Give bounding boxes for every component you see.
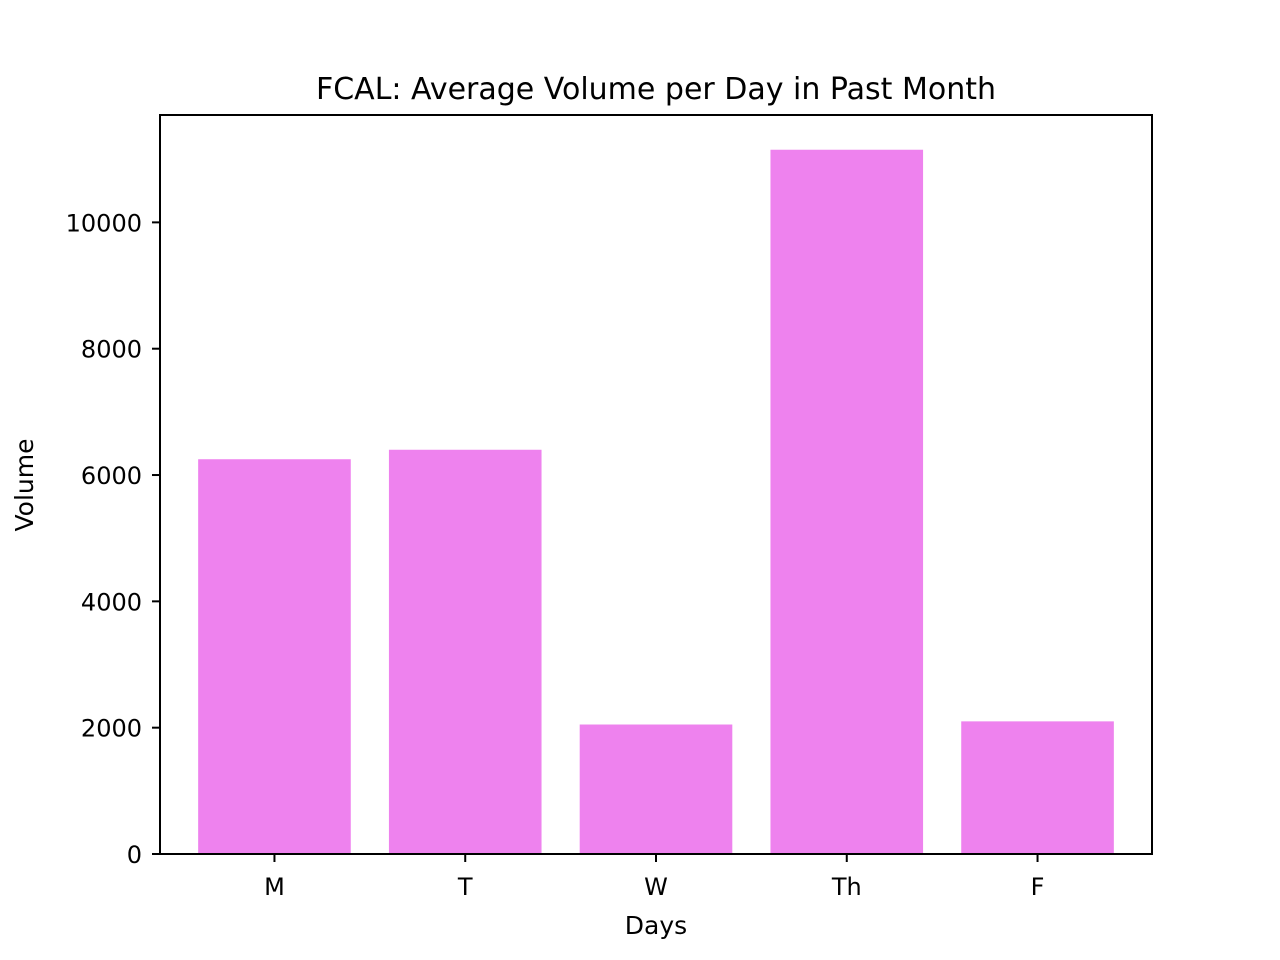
x-tick-label-M: M	[264, 873, 285, 901]
y-axis-ticks: 0 2000 4000 6000 8000 10000	[66, 209, 160, 869]
y-tick-label-0: 0	[127, 841, 142, 869]
y-axis-label: Volume	[10, 439, 39, 532]
y-tick-label-2000: 2000	[81, 715, 142, 743]
y-tick-label-4000: 4000	[81, 588, 142, 616]
bar-W	[579, 724, 733, 854]
plot-frame	[159, 114, 1153, 855]
x-axis-ticks: M T W Th F	[264, 854, 1044, 901]
y-tick-label-6000: 6000	[81, 462, 142, 490]
x-tick-label-W: W	[644, 873, 668, 901]
y-tick-label-8000: 8000	[81, 336, 142, 364]
bar-T	[388, 449, 542, 854]
bar-F	[961, 721, 1114, 854]
x-tick-label-T: T	[457, 873, 473, 901]
bar-M	[198, 459, 351, 854]
y-tick-label-10000: 10000	[66, 209, 142, 237]
chart-title: FCAL: Average Volume per Day in Past Mon…	[316, 72, 996, 107]
bar-Th	[770, 149, 924, 854]
bars-group	[198, 149, 1114, 854]
x-tick-label-F: F	[1031, 873, 1045, 901]
x-axis-label: Days	[625, 911, 687, 940]
x-tick-label-Th: Th	[831, 873, 862, 901]
